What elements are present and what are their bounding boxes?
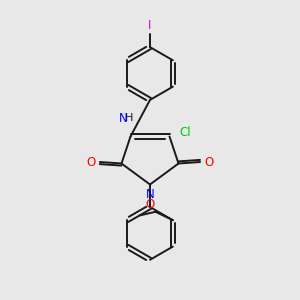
Text: N: N	[119, 112, 128, 125]
Text: H: H	[125, 113, 134, 123]
Text: O: O	[86, 155, 96, 169]
Text: O: O	[145, 198, 154, 211]
Text: N: N	[146, 188, 154, 201]
Text: Cl: Cl	[179, 126, 191, 140]
Text: I: I	[148, 20, 152, 32]
Text: O: O	[204, 155, 214, 169]
